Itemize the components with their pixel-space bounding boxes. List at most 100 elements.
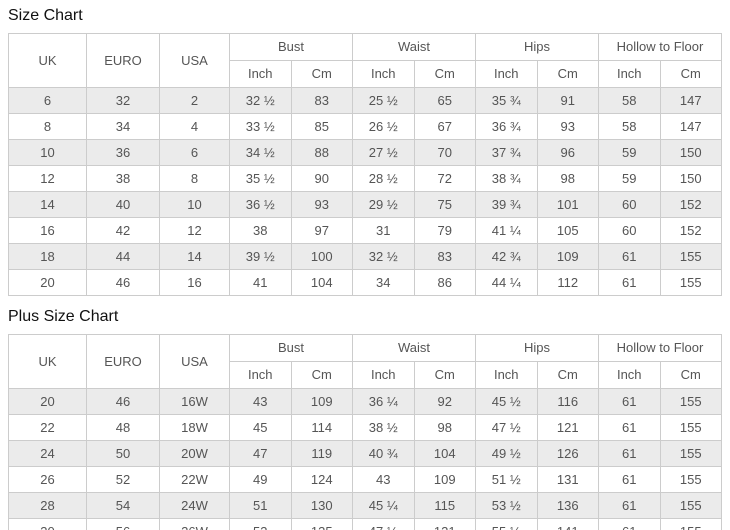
table-cell: 155 bbox=[659, 243, 722, 270]
table-cell: 155 bbox=[659, 440, 722, 467]
plus-size-chart-header: UK EURO USA Bust Waist Hips Hollow to Fl… bbox=[8, 334, 722, 389]
size-chart-table: UK EURO USA Bust Waist Hips Hollow to Fl… bbox=[8, 33, 722, 296]
table-cell: 48 bbox=[86, 414, 160, 441]
table-cell: 93 bbox=[536, 113, 599, 140]
table-cell: 100 bbox=[290, 243, 353, 270]
table-cell: 42 bbox=[86, 217, 160, 244]
table-cell: 51 ½ bbox=[475, 466, 538, 493]
table-cell: 67 bbox=[413, 113, 476, 140]
table-cell: 61 bbox=[598, 492, 661, 519]
table-cell: 136 bbox=[536, 492, 599, 519]
table-cell: 115 bbox=[413, 492, 476, 519]
unit-header-inch: Inch bbox=[229, 60, 292, 88]
table-cell: 105 bbox=[536, 217, 599, 244]
table-cell: 96 bbox=[536, 139, 599, 166]
table-cell: 53 ½ bbox=[475, 492, 538, 519]
col-group-hips: Hips bbox=[475, 33, 599, 61]
table-cell: 12 bbox=[8, 165, 87, 192]
table-cell: 119 bbox=[290, 440, 353, 467]
table-cell: 44 bbox=[86, 243, 160, 270]
table-cell: 141 bbox=[536, 518, 599, 530]
table-cell: 36 ½ bbox=[229, 191, 292, 218]
table-cell: 92 bbox=[413, 388, 476, 415]
unit-header-cm: Cm bbox=[659, 361, 722, 389]
table-cell: 40 ¾ bbox=[352, 440, 415, 467]
table-row: 26 52 22W 49 124 43 109 51 ½ 131 61 155 bbox=[8, 466, 722, 493]
table-cell: 49 ½ bbox=[475, 440, 538, 467]
table-row: 16 42 12 38 97 31 79 41 ¼ 105 60 152 bbox=[8, 217, 722, 244]
col-header-uk: UK bbox=[8, 33, 87, 88]
table-cell: 53 bbox=[229, 518, 292, 530]
table-cell: 72 bbox=[413, 165, 476, 192]
table-cell: 31 bbox=[352, 217, 415, 244]
unit-header-inch: Inch bbox=[352, 60, 415, 88]
table-cell: 114 bbox=[290, 414, 353, 441]
table-cell: 131 bbox=[536, 466, 599, 493]
table-cell: 59 bbox=[598, 139, 661, 166]
table-cell: 10 bbox=[8, 139, 87, 166]
table-cell: 40 bbox=[86, 191, 160, 218]
table-cell: 104 bbox=[290, 269, 353, 296]
table-cell: 28 bbox=[8, 492, 87, 519]
table-cell: 79 bbox=[413, 217, 476, 244]
table-cell: 61 bbox=[598, 414, 661, 441]
unit-header-inch: Inch bbox=[475, 361, 538, 389]
table-cell: 152 bbox=[659, 191, 722, 218]
unit-header-cm: Cm bbox=[536, 60, 599, 88]
table-cell: 20 bbox=[8, 388, 87, 415]
table-cell: 28 ½ bbox=[352, 165, 415, 192]
table-cell: 49 bbox=[229, 466, 292, 493]
table-cell: 150 bbox=[659, 165, 722, 192]
table-cell: 147 bbox=[659, 113, 722, 140]
table-row: 28 54 24W 51 130 45 ¼ 115 53 ½ 136 61 155 bbox=[8, 492, 722, 519]
table-cell: 16 bbox=[159, 269, 230, 296]
table-cell: 155 bbox=[659, 388, 722, 415]
table-cell: 155 bbox=[659, 269, 722, 296]
table-cell: 4 bbox=[159, 113, 230, 140]
table-cell: 22 bbox=[8, 414, 87, 441]
table-cell: 34 bbox=[86, 113, 160, 140]
table-cell: 60 bbox=[598, 191, 661, 218]
unit-header-cm: Cm bbox=[413, 60, 476, 88]
table-cell: 54 bbox=[86, 492, 160, 519]
table-cell: 109 bbox=[536, 243, 599, 270]
table-cell: 43 bbox=[352, 466, 415, 493]
table-cell: 101 bbox=[536, 191, 599, 218]
table-cell: 60 bbox=[598, 217, 661, 244]
table-cell: 37 ¾ bbox=[475, 139, 538, 166]
table-cell: 24 bbox=[8, 440, 87, 467]
unit-header-cm: Cm bbox=[290, 60, 353, 88]
table-cell: 61 bbox=[598, 269, 661, 296]
table-cell: 16W bbox=[159, 388, 230, 415]
col-header-usa: USA bbox=[159, 334, 230, 389]
table-cell: 6 bbox=[159, 139, 230, 166]
table-cell: 116 bbox=[536, 388, 599, 415]
table-cell: 32 ½ bbox=[352, 243, 415, 270]
table-cell: 47 ½ bbox=[475, 414, 538, 441]
unit-header-inch: Inch bbox=[475, 60, 538, 88]
table-cell: 147 bbox=[659, 87, 722, 114]
table-cell: 39 ¾ bbox=[475, 191, 538, 218]
table-cell: 30 bbox=[8, 518, 87, 530]
table-cell: 91 bbox=[536, 87, 599, 114]
table-cell: 47 ½ bbox=[352, 518, 415, 530]
table-cell: 36 ¾ bbox=[475, 113, 538, 140]
table-cell: 12 bbox=[159, 217, 230, 244]
table-cell: 155 bbox=[659, 518, 722, 530]
table-cell: 34 bbox=[352, 269, 415, 296]
table-cell: 55 ½ bbox=[475, 518, 538, 530]
table-cell: 109 bbox=[413, 466, 476, 493]
table-cell: 38 bbox=[229, 217, 292, 244]
table-cell: 61 bbox=[598, 243, 661, 270]
col-group-hips: Hips bbox=[475, 334, 599, 362]
unit-header-inch: Inch bbox=[598, 60, 661, 88]
table-cell: 86 bbox=[413, 269, 476, 296]
table-cell: 36 ¼ bbox=[352, 388, 415, 415]
table-cell: 41 bbox=[229, 269, 292, 296]
table-cell: 32 bbox=[86, 87, 160, 114]
plus-size-chart-body: 20 46 16W 43 109 36 ¼ 92 45 ½ 116 61 155 22 48 18W 45 1… bbox=[8, 388, 722, 530]
table-cell: 16 bbox=[8, 217, 87, 244]
table-cell: 26 ½ bbox=[352, 113, 415, 140]
table-cell: 26W bbox=[159, 518, 230, 530]
table-cell: 32 ½ bbox=[229, 87, 292, 114]
